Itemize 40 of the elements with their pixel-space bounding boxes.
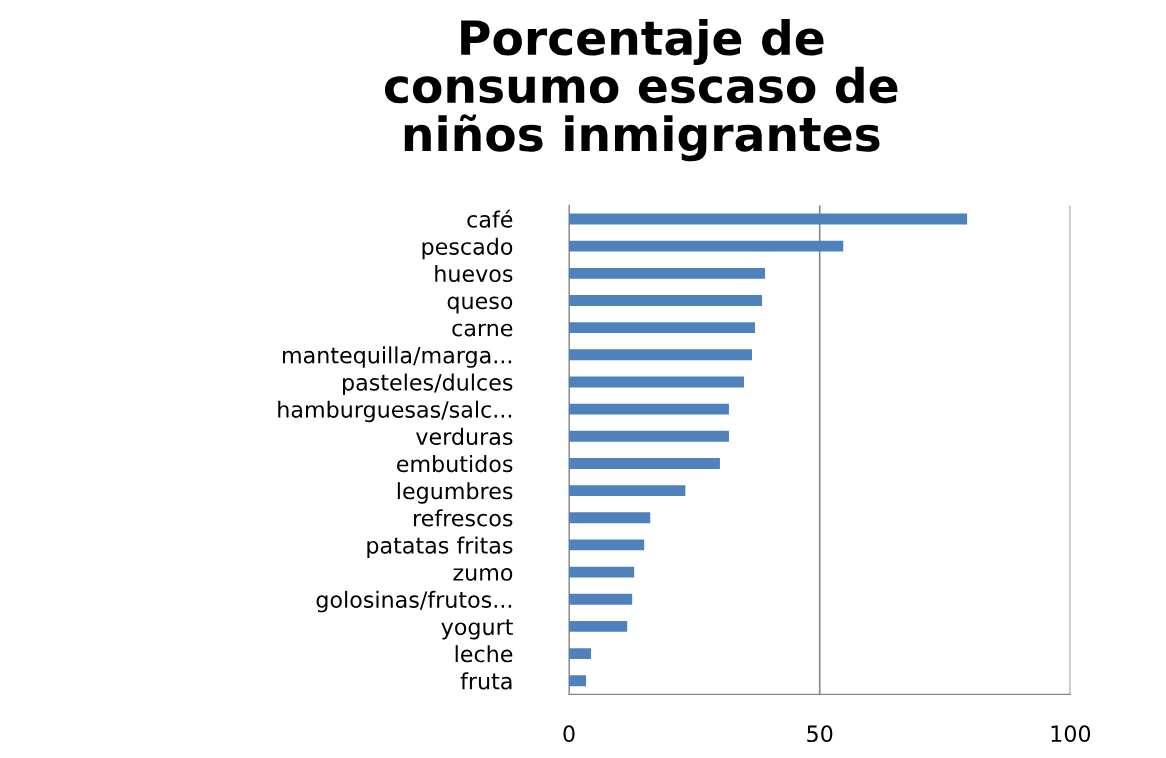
y-tick-label: embutidos: [397, 455, 513, 473]
bar: [569, 512, 651, 524]
y-tick-label: carne: [452, 323, 513, 337]
y-tick-label: leche: [455, 645, 513, 663]
y-tick-label: golosinas/frutos...: [316, 590, 512, 613]
bar: [569, 403, 729, 415]
bar: [569, 240, 844, 252]
bar: [569, 620, 628, 632]
y-tick-label: fruta: [460, 672, 512, 690]
y-tick-label: huevos: [435, 264, 513, 283]
y-tick-label: pasteles/dulces: [343, 373, 513, 396]
bar: [569, 485, 686, 497]
x-tick-label: 100: [1051, 725, 1091, 743]
bar: [569, 593, 633, 605]
y-tick-label: yogurt: [441, 619, 513, 640]
bar: [569, 430, 729, 442]
y-tick-label: verduras: [416, 427, 513, 446]
chart-title: Porcentaje de consumo escaso de niños inmigrantes: [384, 18, 898, 162]
y-tick-label: zumo: [453, 568, 513, 581]
bar: [569, 322, 756, 334]
bar: [569, 213, 968, 225]
bar: [569, 295, 763, 306]
y-tick-label: pescado: [422, 237, 513, 260]
y-tick-label: hamburguesas/salc...: [278, 400, 512, 423]
bar: [569, 539, 645, 551]
bar: [569, 267, 766, 279]
y-tick-label: refrescos: [414, 509, 513, 527]
y-tick-label: queso: [447, 296, 513, 314]
y-tick-label: legumbres: [397, 482, 513, 504]
y-tick-label: mantequilla/marga...: [283, 346, 512, 368]
bar: [569, 675, 587, 687]
bar: [569, 566, 635, 578]
y-tick-label: café: [467, 209, 513, 228]
bar: [569, 349, 753, 361]
y-tick-label: patatas fritas: [367, 536, 513, 558]
x-tick-label: 50: [807, 725, 833, 743]
bar: [569, 376, 744, 388]
x-tick-label: 0: [563, 725, 575, 743]
bar: [569, 458, 720, 469]
bar: [569, 648, 592, 660]
